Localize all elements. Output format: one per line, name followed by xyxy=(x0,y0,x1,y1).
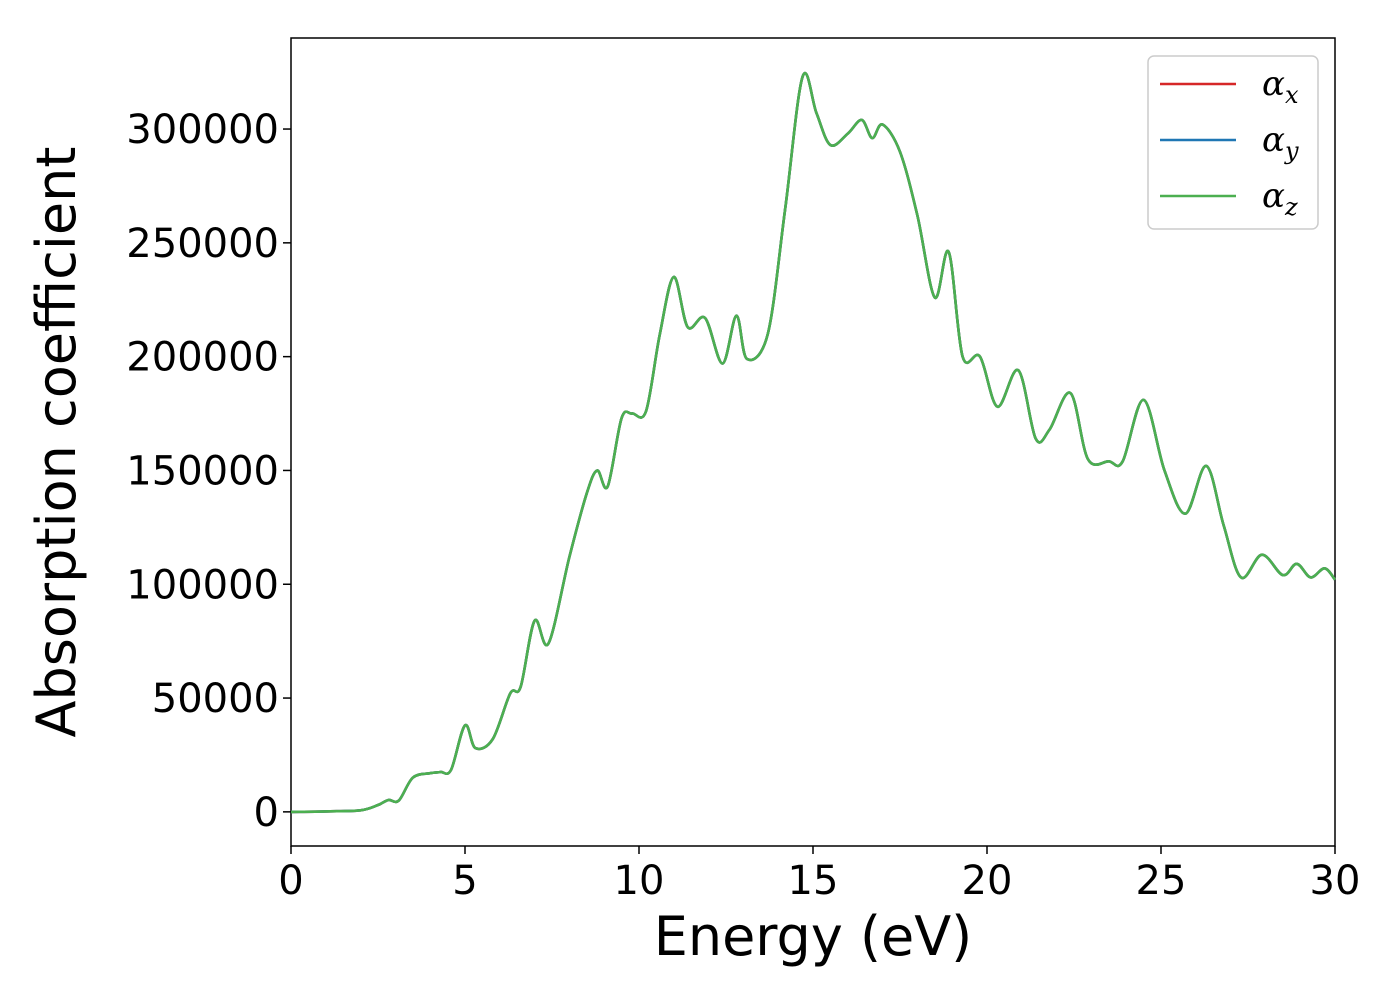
series-line-alpha-z xyxy=(290,72,1337,814)
legend-label-alpha-y: αy xyxy=(1262,120,1299,165)
y-tick-label: 0 xyxy=(254,790,279,836)
y-tick-label: 150000 xyxy=(126,448,279,494)
x-tick-label: 5 xyxy=(452,858,477,904)
series-lines xyxy=(290,72,1337,814)
x-tick-label: 10 xyxy=(614,858,665,904)
x-axis-ticks: 0 5 10 15 20 25 30 xyxy=(278,846,1360,904)
x-axis-label: Energy (eV) xyxy=(654,905,973,968)
x-tick-label: 25 xyxy=(1136,858,1187,904)
legend-label-alpha-x: αx xyxy=(1262,64,1299,109)
legend-label-alpha-z: αz xyxy=(1262,176,1298,221)
y-tick-label: 200000 xyxy=(126,335,279,381)
y-axis-ticks: 0 50000 100000 150000 200000 250000 300000 xyxy=(126,107,291,836)
x-tick-label: 0 xyxy=(278,858,303,904)
x-tick-label: 30 xyxy=(1310,858,1361,904)
y-tick-label: 250000 xyxy=(126,221,279,267)
y-axis-label: Absorption coefficient xyxy=(25,147,88,738)
y-tick-label: 50000 xyxy=(152,676,279,722)
legend: αx αy αz xyxy=(1147,55,1319,230)
y-tick-label: 100000 xyxy=(126,562,279,608)
x-tick-label: 15 xyxy=(788,858,839,904)
y-tick-label: 300000 xyxy=(126,107,279,153)
legend-frame xyxy=(1147,55,1319,230)
x-tick-label: 20 xyxy=(962,858,1013,904)
legend-items: αx αy αz xyxy=(1160,64,1299,221)
